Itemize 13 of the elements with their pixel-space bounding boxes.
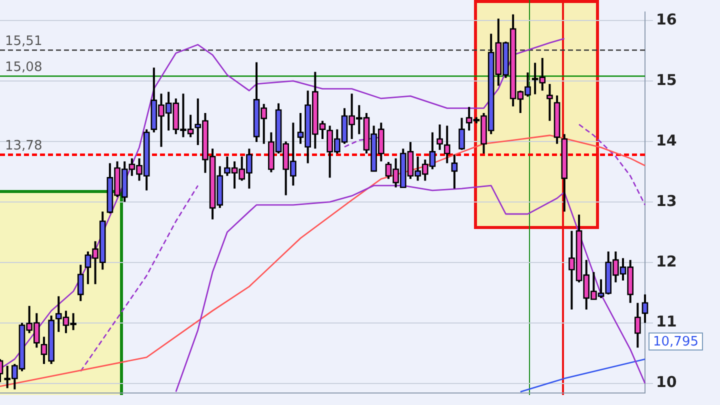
ref-line-label: 15,08 [5,60,42,76]
y-tick-label: 13 [656,192,677,210]
text: 10,795 [653,334,698,350]
line-series [80,184,199,372]
y-tick-label: 14 [656,131,677,150]
line-series [578,124,646,206]
ref-line-label: 13,78 [5,138,42,154]
y-tick-label: 15 [656,70,677,89]
ref-line-label: 15,51 [5,34,42,50]
y-tick-label: 10 [656,373,677,392]
y-tick-label: 12 [656,252,677,270]
y-tick-label: 16 [656,10,677,28]
y-tick-label: 11 [656,312,677,331]
